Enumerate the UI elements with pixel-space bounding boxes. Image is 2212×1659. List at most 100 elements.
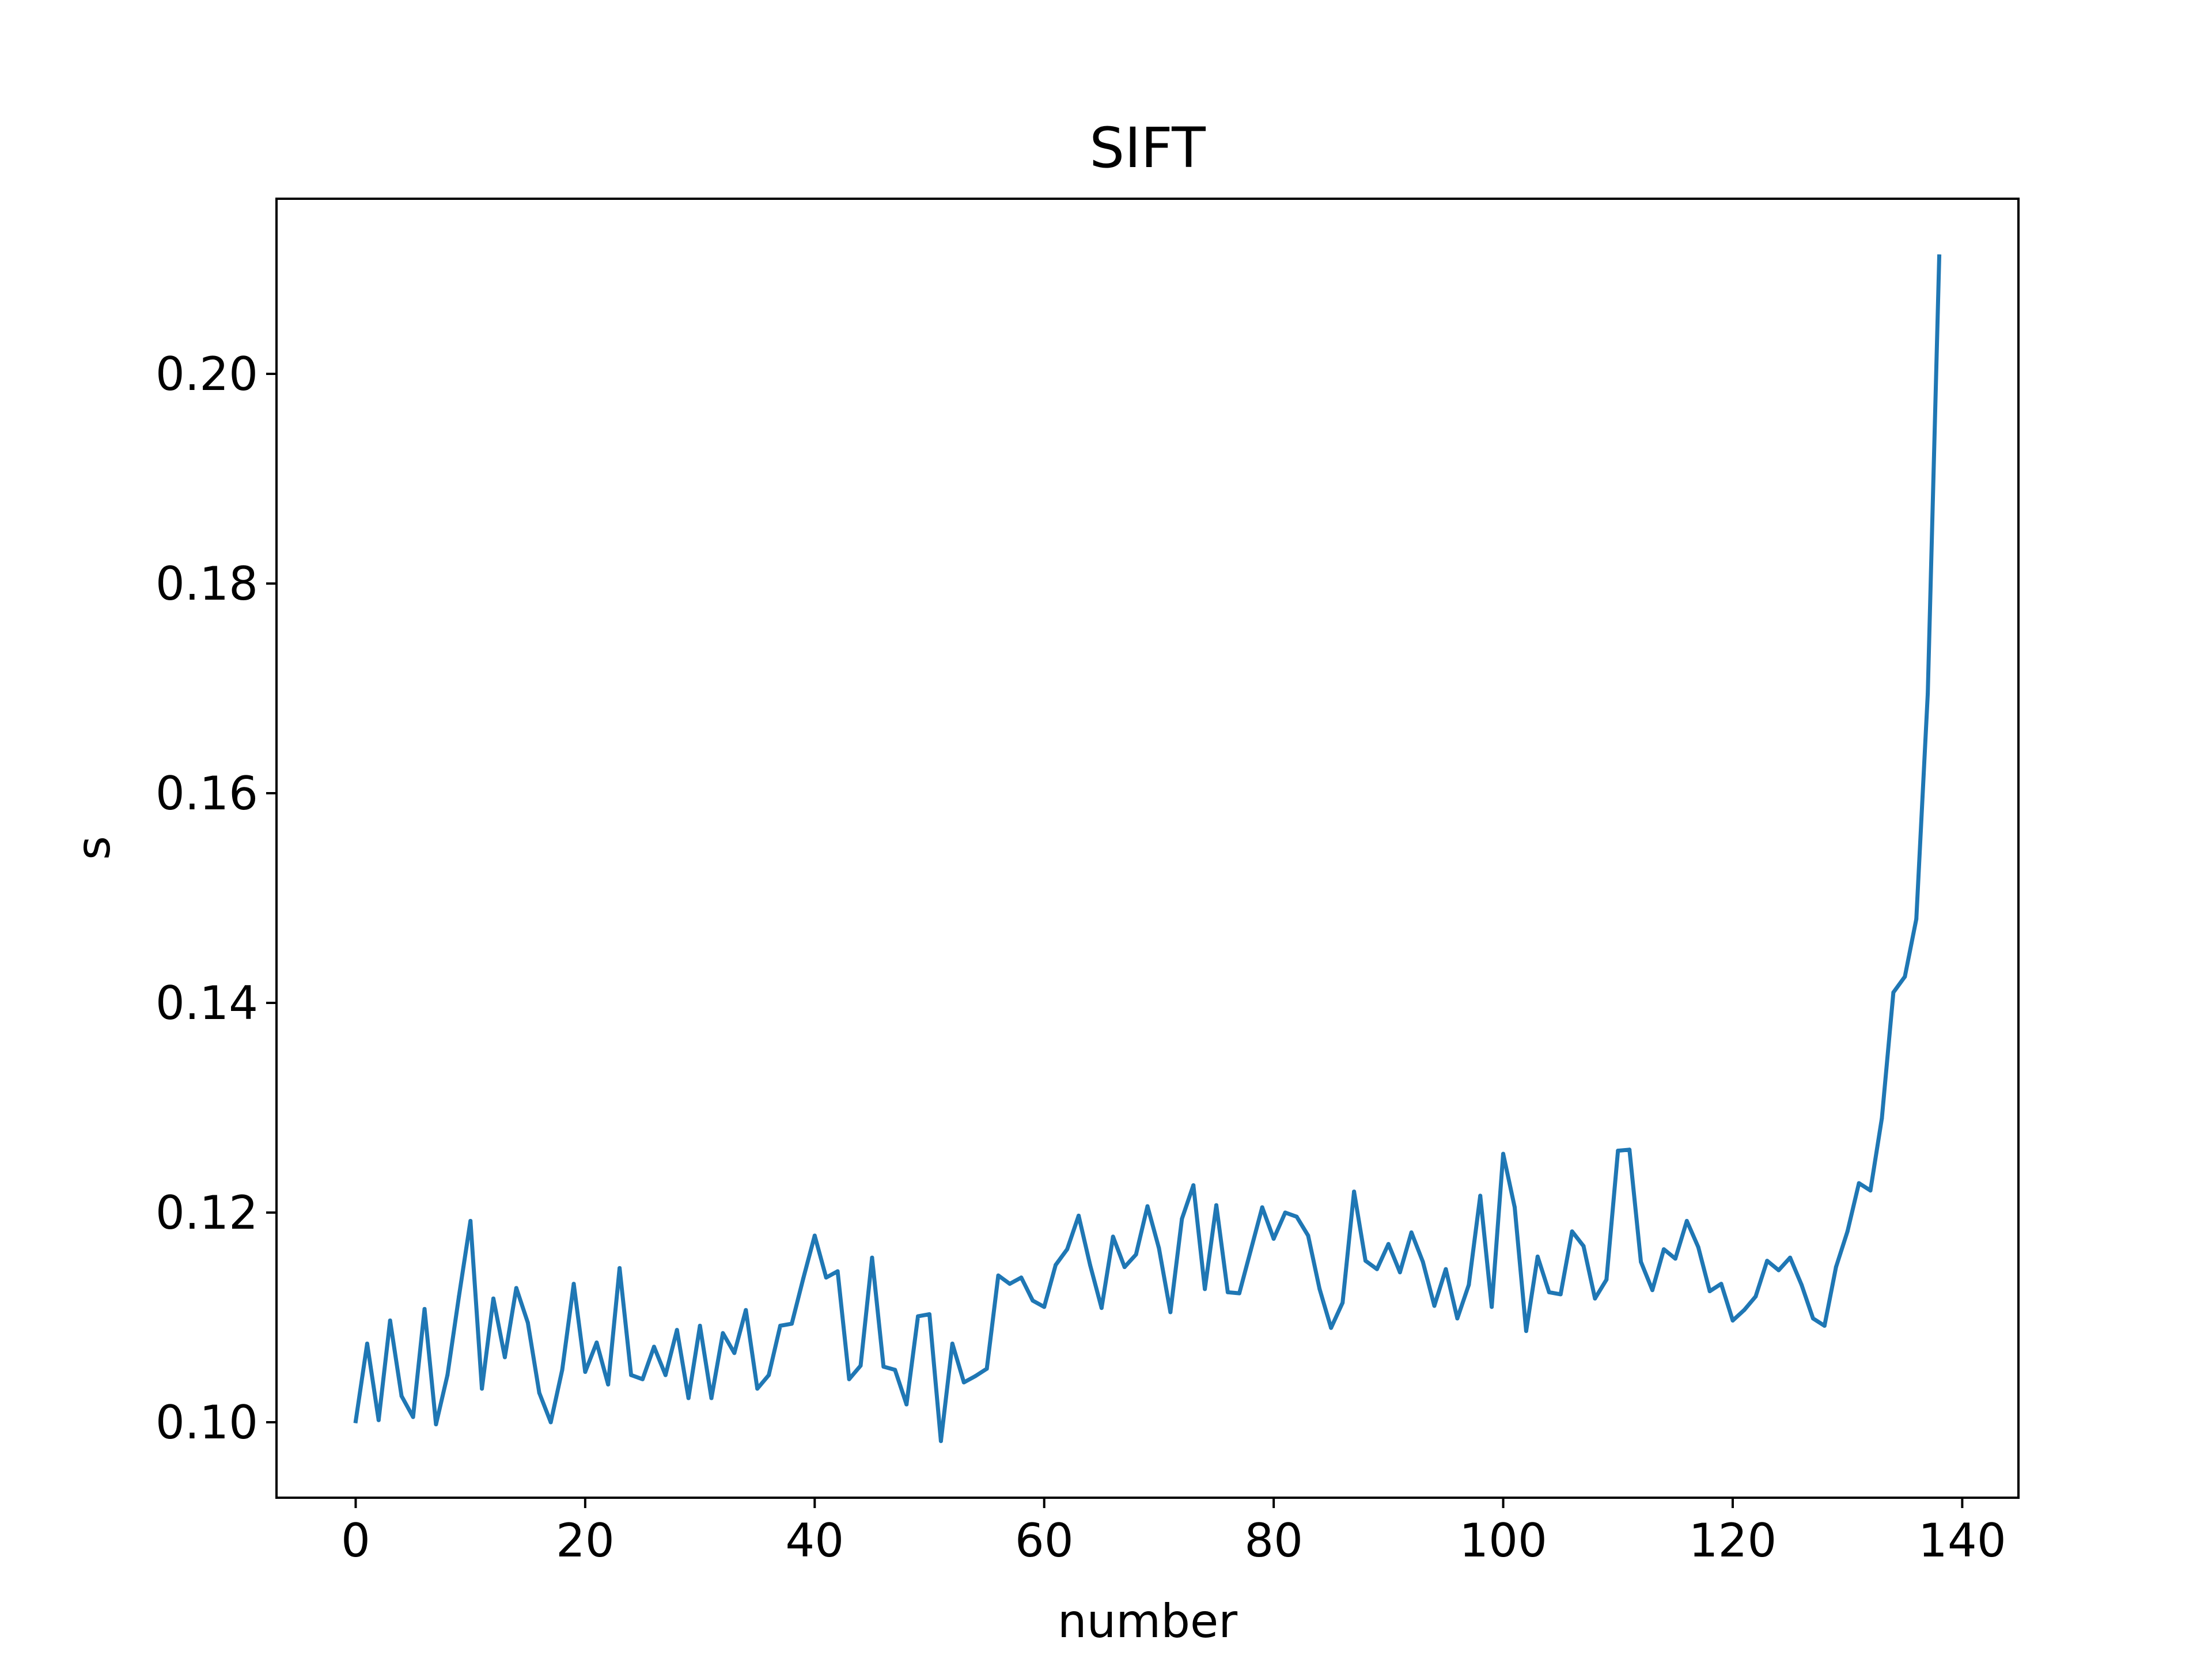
- data-point: [1810, 1316, 1815, 1321]
- data-point: [1857, 1181, 1861, 1185]
- data-point: [1501, 1152, 1505, 1156]
- data-point: [1099, 1306, 1104, 1310]
- data-point: [1214, 1203, 1218, 1207]
- data-point: [537, 1391, 541, 1395]
- y-tick-label: 0.12: [156, 1186, 258, 1240]
- data-point: [525, 1320, 530, 1325]
- x-tick-label: 20: [556, 1514, 615, 1567]
- data-point: [801, 1277, 805, 1281]
- data-point: [1891, 990, 1896, 995]
- data-point: [950, 1342, 955, 1346]
- data-point: [1742, 1308, 1747, 1312]
- data-point: [1007, 1282, 1012, 1286]
- data-point: [1834, 1265, 1838, 1270]
- data-point: [1363, 1259, 1368, 1263]
- data-point: [1088, 1263, 1092, 1267]
- data-point: [514, 1286, 518, 1290]
- data-point: [893, 1368, 897, 1372]
- data-point: [1421, 1260, 1425, 1264]
- data-point: [984, 1366, 989, 1371]
- data-point: [1203, 1287, 1207, 1291]
- data-point: [618, 1266, 622, 1270]
- data-point: [1455, 1316, 1460, 1321]
- data-point: [1570, 1229, 1574, 1234]
- data-point: [1409, 1230, 1414, 1234]
- data-point: [376, 1418, 381, 1422]
- data-point: [1719, 1282, 1724, 1286]
- data-point: [1077, 1213, 1081, 1218]
- data-point: [571, 1282, 576, 1286]
- data-point: [560, 1368, 565, 1372]
- data-point: [1031, 1298, 1035, 1303]
- data-point: [1111, 1234, 1115, 1239]
- y-axis-label: s: [67, 836, 120, 860]
- data-point: [1134, 1252, 1138, 1257]
- data-point: [457, 1294, 461, 1299]
- plot-frame: [275, 198, 2020, 1499]
- data-point: [606, 1382, 611, 1387]
- data-point: [399, 1394, 404, 1398]
- data-point: [1800, 1283, 1804, 1287]
- data-point: [1558, 1292, 1563, 1297]
- y-tick-label: 0.16: [156, 767, 258, 820]
- data-point: [1157, 1246, 1161, 1251]
- x-tick-label: 140: [1918, 1514, 2006, 1567]
- data-point: [1122, 1265, 1127, 1270]
- data-point: [1191, 1183, 1196, 1188]
- data-point: [812, 1233, 817, 1238]
- data-point: [1822, 1324, 1827, 1328]
- data-point: [1661, 1247, 1666, 1252]
- data-point: [1467, 1283, 1471, 1287]
- data-point: [1432, 1304, 1437, 1308]
- data-point: [1248, 1248, 1253, 1252]
- data-point: [1168, 1310, 1173, 1315]
- data-point: [1513, 1205, 1517, 1210]
- x-axis-label: number: [1058, 1594, 1237, 1648]
- data-point: [354, 1419, 358, 1423]
- line-layer: [353, 254, 1942, 1444]
- data-point: [1581, 1244, 1586, 1248]
- data-point: [1490, 1305, 1494, 1309]
- data-point: [1180, 1217, 1184, 1221]
- data-point: [1535, 1254, 1540, 1259]
- data-point: [1042, 1305, 1047, 1309]
- data-point: [1294, 1214, 1299, 1219]
- data-point: [652, 1344, 656, 1349]
- data-point: [1524, 1329, 1528, 1334]
- data-point: [870, 1255, 874, 1260]
- x-tick-label: 120: [1689, 1514, 1777, 1567]
- data-point: [1547, 1290, 1551, 1294]
- data-point: [445, 1373, 450, 1377]
- data-point: [434, 1422, 438, 1427]
- data-point: [744, 1308, 748, 1312]
- data-point: [824, 1275, 828, 1280]
- data-point: [1777, 1268, 1781, 1272]
- data-point: [1684, 1219, 1689, 1223]
- y-tick-label: 0.18: [156, 557, 258, 611]
- data-point: [1868, 1188, 1873, 1193]
- data-point: [629, 1373, 634, 1377]
- data-point: [732, 1351, 737, 1355]
- data-point: [1753, 1294, 1758, 1299]
- data-point: [1730, 1318, 1735, 1323]
- data-point: [835, 1269, 840, 1274]
- data-point: [1707, 1289, 1712, 1293]
- data-point: [858, 1363, 863, 1368]
- data-point: [1765, 1259, 1770, 1263]
- data-point: [1627, 1147, 1632, 1152]
- x-tick-label: 100: [1459, 1514, 1547, 1567]
- data-point: [675, 1328, 679, 1332]
- data-point: [927, 1312, 931, 1316]
- data-point: [1271, 1237, 1276, 1241]
- data-point: [790, 1321, 794, 1326]
- data-point: [1225, 1290, 1230, 1294]
- data-point: [422, 1306, 427, 1311]
- data-point: [996, 1273, 1001, 1278]
- data-point: [1673, 1256, 1677, 1261]
- data-point: [1788, 1255, 1793, 1260]
- data-point: [1317, 1287, 1322, 1291]
- data-point: [1374, 1267, 1379, 1271]
- data-point: [1306, 1233, 1310, 1238]
- data-point: [1593, 1296, 1597, 1301]
